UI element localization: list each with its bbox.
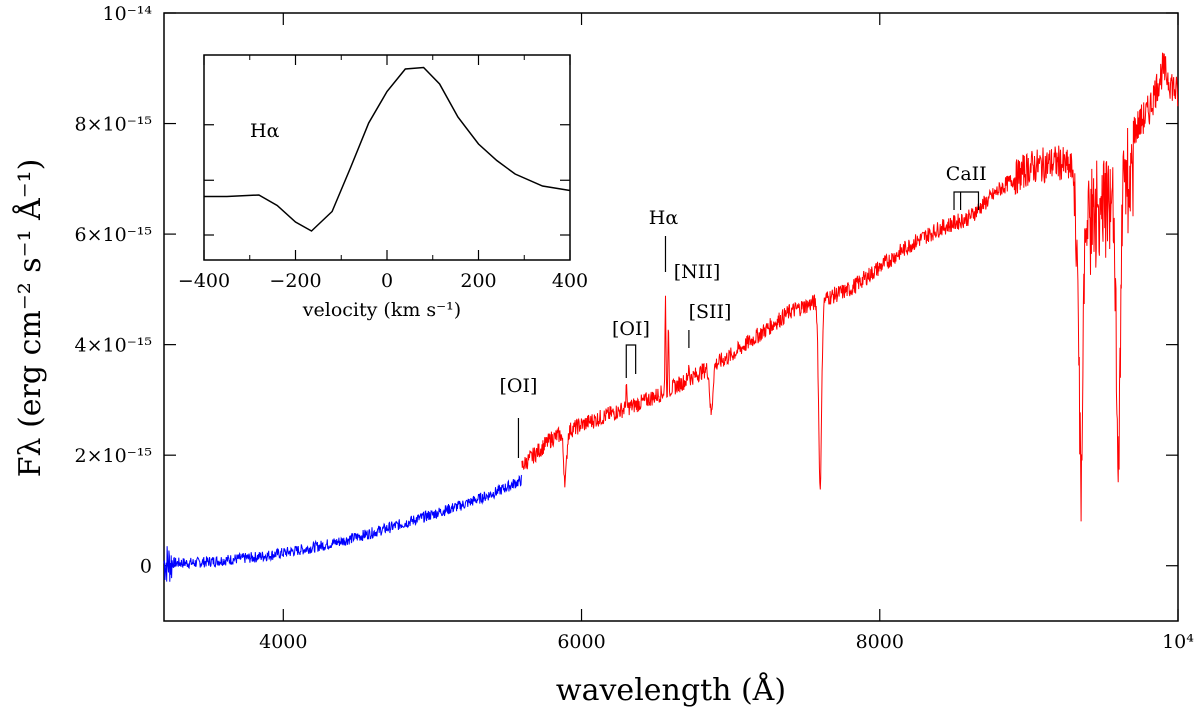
inset-axis-ticks: −400 −200 0 200 400 xyxy=(178,55,588,292)
y-tick-label: 10⁻¹⁴ xyxy=(103,3,153,25)
x-tick-label: 4000 xyxy=(259,631,307,653)
y-tick-label: 6×10⁻¹⁵ xyxy=(75,224,152,246)
y-tick-label: 8×10⁻¹⁵ xyxy=(75,114,152,136)
annotation-bracket-caii xyxy=(953,191,980,210)
series-line-blue-arm xyxy=(163,474,523,582)
inset-x-tick-label: 200 xyxy=(460,270,496,292)
annotation-label-nii: [NII] xyxy=(674,261,720,283)
main-series-group xyxy=(163,52,1179,582)
annotation-label-caii: CaII xyxy=(946,163,987,185)
y-tick-label: 4×10⁻¹⁵ xyxy=(75,335,152,357)
x-tick-label: 8000 xyxy=(856,631,904,653)
annotation-label-oi-doublet: [OI] xyxy=(612,318,650,340)
annotation-label-halpha: Hα xyxy=(649,207,679,229)
x-axis-label: wavelength (Å) xyxy=(556,672,786,708)
annotation-label-oi-5577: [OI] xyxy=(499,375,537,397)
annotation-label-sii: [SII] xyxy=(689,301,732,323)
y-tick-label: 2×10⁻¹⁵ xyxy=(75,445,152,467)
inset-x-tick-label: −200 xyxy=(269,270,321,292)
annotation-bracket-oi-doublet xyxy=(625,344,637,378)
inset-x-tick-label: −400 xyxy=(178,270,230,292)
line-annotations: [OI] [OI] Hα [NII] [SII] CaII xyxy=(499,163,987,458)
y-tick-label: 0 xyxy=(140,556,152,578)
inset-frame xyxy=(203,54,571,261)
main-axis-ticks: 4000 6000 8000 10⁴02×10⁻¹⁵4×10⁻¹⁵6×10⁻¹⁵8×1… xyxy=(75,3,1195,653)
inset-series-group xyxy=(204,66,571,232)
inset-x-tick-label: 400 xyxy=(552,270,588,292)
inset-x-tick-label: 0 xyxy=(381,270,393,292)
y-axis-label: Fλ (erg cm⁻² s⁻¹ Å⁻¹) xyxy=(12,159,48,478)
series-line-red-arm xyxy=(521,52,1179,522)
inset-title: Hα xyxy=(250,120,280,142)
inset-x-axis-label: velocity (km s⁻¹) xyxy=(302,299,461,321)
inset-series-line-halpha xyxy=(204,66,571,232)
x-tick-label: 6000 xyxy=(557,631,605,653)
main-plot-frame xyxy=(163,12,1179,622)
x-tick-label: 10⁴ xyxy=(1162,631,1194,653)
